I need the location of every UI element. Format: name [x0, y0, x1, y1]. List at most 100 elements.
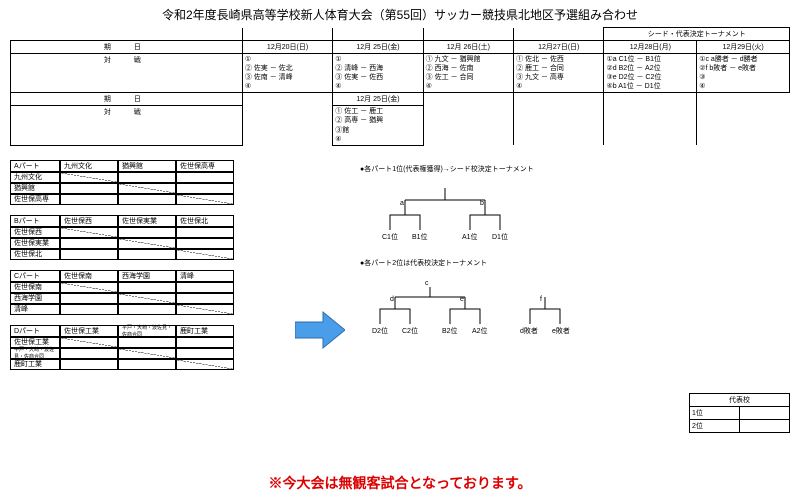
arrow-icon — [290, 280, 350, 380]
part-row-label: 佐世保西 — [10, 227, 60, 238]
part-cell — [60, 183, 118, 194]
part-cell — [60, 238, 118, 249]
leaf2-0: D2位 — [372, 326, 388, 336]
bracket2: d e c f D2位 C2位 B2位 A2位 d敗者 e敗者 — [360, 274, 790, 349]
part-name: Cパート — [10, 270, 60, 282]
matches-2: ① 九文 － 猶興館 ② 西海 － 佐南 ③ 佐工 － 合同 ④ — [423, 54, 513, 93]
part-team: 佐世保南 — [60, 270, 118, 282]
matches-0: ① ② 佐実 － 佐北 ③ 佐南 － 清峰 ④ — [242, 54, 332, 93]
matches-4: ①a C1位 － B1位 ②d B2位 － A2位 ③e D2位 － C2位 ④… — [604, 54, 697, 93]
bracket-b: b — [480, 200, 484, 207]
part-block-2: Cパート佐世保南西海学園清峰佐世保南西海学園清峰 — [10, 270, 290, 315]
part-cell — [176, 359, 234, 370]
part-cell — [118, 227, 176, 238]
part-team: 西海学園 — [118, 270, 176, 282]
part-team: 佐世保西 — [60, 215, 118, 227]
bracket-c: c — [425, 280, 429, 287]
part-name: Aパート — [10, 160, 60, 172]
date-2: 12月 26日(土) — [423, 41, 513, 54]
leaf-3: D1位 — [492, 232, 508, 242]
part-cell — [118, 348, 176, 359]
rep-table: 代表校 1位 2位 — [689, 393, 790, 433]
part-cell — [118, 337, 176, 348]
part-cell — [60, 304, 118, 315]
part-cell — [176, 348, 234, 359]
part-name: Dパート — [10, 325, 60, 337]
leaf2-4: d敗者 — [520, 326, 538, 336]
part-row-label: 鹿町工業 — [10, 359, 60, 370]
match-label: 対 戦 — [11, 54, 243, 93]
part-row-label: 平戸・大崎・波佐見・佐商合同 — [10, 348, 60, 359]
date-label: 期 日 — [11, 41, 243, 54]
date-0: 12月20日(日) — [242, 41, 332, 54]
part-team: 佐世保高専 — [176, 160, 234, 172]
date-4: 12月28日(月) — [604, 41, 697, 54]
rep-row-1: 2位 — [690, 420, 740, 433]
rep-header: 代表校 — [690, 394, 790, 407]
part-cell — [60, 348, 118, 359]
part-cell — [118, 194, 176, 205]
seed-header: シード・代表決定トーナメント — [604, 28, 790, 41]
date-1: 12月 25日(金) — [333, 41, 423, 54]
part-name: Bパート — [10, 215, 60, 227]
matches-3: ① 佐北 － 佐西 ② 鹿工 － 合同 ③ 九文 － 高専 ④ — [514, 54, 604, 93]
bracket-a: a — [400, 200, 404, 207]
bracket2-title: ●各パート2位は代表校決定トーナメント — [360, 258, 790, 268]
bracket-f: f — [540, 296, 542, 303]
part-team: 佐世保実業 — [118, 215, 176, 227]
part-cell — [118, 293, 176, 304]
part-team: 清峰 — [176, 270, 234, 282]
part-row-label: 九州文化 — [10, 172, 60, 183]
part-cell — [118, 282, 176, 293]
part-cell — [118, 183, 176, 194]
parts-column: Aパート九州文化猶興館佐世保高専九州文化猶興館佐世保高専Bパート佐世保西佐世保実… — [10, 160, 290, 380]
part-cell — [118, 249, 176, 260]
part-block-1: Bパート佐世保西佐世保実業佐世保北佐世保西佐世保実業佐世保北 — [10, 215, 290, 260]
part-cell — [176, 238, 234, 249]
part-cell — [176, 282, 234, 293]
part-row-label: 佐世保高専 — [10, 194, 60, 205]
part-row-label: 西海学園 — [10, 293, 60, 304]
leaf2-5: e敗者 — [552, 326, 570, 336]
date-5: 12月29日(火) — [697, 41, 790, 54]
part-cell — [118, 304, 176, 315]
leaf-1: B1位 — [412, 232, 428, 242]
match-label-2: 対 戦 — [11, 106, 243, 145]
part-cell — [118, 238, 176, 249]
bracket1-title: ●各パート1位(代表権獲得)→シード校決定トーナメント — [360, 164, 790, 174]
part-team: 鹿町工業 — [176, 325, 234, 337]
part-row-label: 清峰 — [10, 304, 60, 315]
part-cell — [176, 304, 234, 315]
date-row3: 12月 25日(金) — [333, 93, 423, 106]
matches-5: ①c a勝者 － d勝者 ②f b敗者 － e敗者 ③ ④ — [697, 54, 790, 93]
part-cell — [60, 337, 118, 348]
bracket-d: d — [390, 296, 394, 303]
leaf2-2: B2位 — [442, 326, 458, 336]
leaf-0: C1位 — [382, 232, 398, 242]
part-cell — [176, 172, 234, 183]
part-cell — [60, 249, 118, 260]
part-cell — [118, 172, 176, 183]
part-cell — [176, 293, 234, 304]
part-cell — [60, 194, 118, 205]
part-team: 平戸・大崎・波佐見・佐商合同 — [118, 325, 176, 337]
date-3: 12月27日(日) — [514, 41, 604, 54]
part-row-label: 猶興館 — [10, 183, 60, 194]
matches-1: ① ② 清峰 － 西海 ③ 佐実 － 佐西 ④ — [333, 54, 423, 93]
bracket-e: e — [460, 296, 464, 303]
part-cell — [60, 293, 118, 304]
schedule-table: シード・代表決定トーナメント 期 日 12月20日(日) 12月 25日(金) … — [10, 27, 790, 146]
leaf-2: A1位 — [462, 232, 478, 242]
part-cell — [118, 359, 176, 370]
date-label-2: 期 日 — [11, 93, 243, 106]
part-cell — [60, 359, 118, 370]
part-row-label: 佐世保南 — [10, 282, 60, 293]
page-title: 令和2年度長崎県高等学校新人体育大会（第55回）サッカー競技県北地区予選組み合わ… — [0, 0, 800, 27]
part-block-3: Dパート佐世保工業平戸・大崎・波佐見・佐商合同鹿町工業佐世保工業平戸・大崎・波佐… — [10, 325, 290, 370]
part-row-label: 佐世保北 — [10, 249, 60, 260]
part-cell — [60, 172, 118, 183]
part-block-0: Aパート九州文化猶興館佐世保高専九州文化猶興館佐世保高専 — [10, 160, 290, 205]
rep-row-0: 1位 — [690, 407, 740, 420]
leaf2-3: A2位 — [472, 326, 488, 336]
notice: ※今大会は無観客試合となっております。 — [0, 473, 800, 493]
